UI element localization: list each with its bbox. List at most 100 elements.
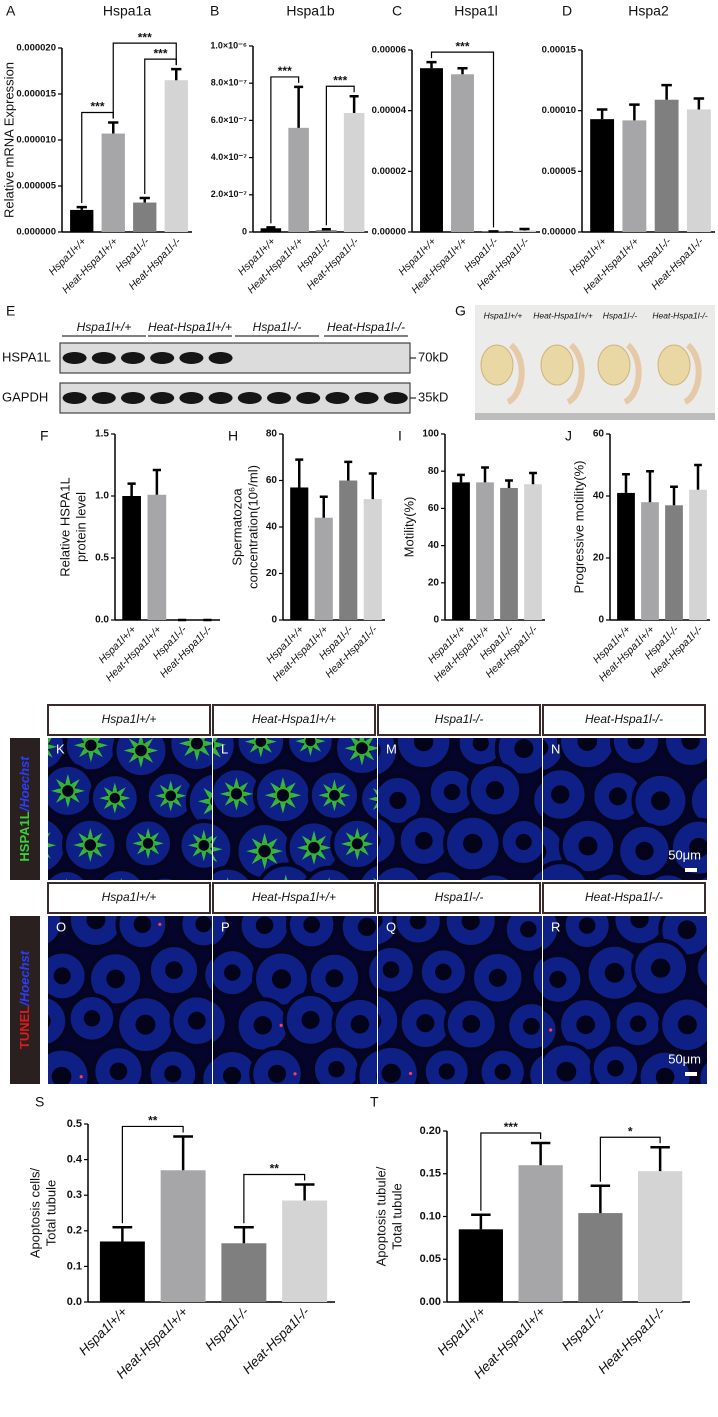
error-bar [295, 458, 304, 488]
bar [458, 1229, 503, 1302]
tubule-lumen [578, 836, 598, 856]
tubule [527, 866, 542, 880]
error-bar [457, 66, 468, 75]
y-tick-label: 0.000005 [16, 181, 56, 192]
tunel-signal [279, 1023, 283, 1027]
significance-bracket [325, 85, 355, 226]
micrograph [213, 738, 377, 880]
error-bar [349, 94, 359, 113]
hspa1l-signal [120, 877, 122, 880]
significance-label: ** [148, 1114, 158, 1128]
error-bar [426, 60, 437, 69]
y-axis-label: protein level [73, 492, 88, 562]
photo-label: Hspa1l+/+ [484, 310, 523, 320]
tubule-lumen [378, 743, 381, 758]
tunel-signal [408, 1071, 413, 1076]
blot-strip [59, 342, 411, 374]
blot-group-label: Hspa1l-/- [253, 320, 302, 334]
y-axis-label: Relative HSPA1L [57, 477, 72, 576]
error-bar [646, 469, 654, 503]
blot-band [121, 392, 145, 404]
column-label: Hspa1l-/- [435, 712, 484, 726]
column-label: Heat-Hspa1l+/+ [252, 712, 336, 726]
blot-band [91, 352, 116, 364]
tubule-lumen [187, 1011, 206, 1030]
blot-band [325, 392, 350, 404]
micrograph [529, 916, 707, 1139]
y-tick-label: 20 [428, 577, 440, 588]
tubule [213, 997, 229, 1047]
bar [122, 496, 141, 620]
y-tick-label: 0.00006 [372, 45, 406, 56]
tubule-lumen [198, 839, 210, 851]
tubule-lumen [529, 1112, 548, 1131]
tubule-lumen [462, 1015, 481, 1033]
tubule-lumen [378, 1013, 382, 1029]
tubule-lumen [109, 792, 121, 804]
tubule-lumen [413, 738, 434, 752]
micrograph-letter: M [386, 741, 397, 756]
tubule [668, 817, 707, 878]
scale-bar-label: 50μm [668, 847, 701, 862]
y-tick-label: 0.1 [67, 1260, 82, 1272]
hspa1l-signal [178, 738, 212, 762]
hspa1l-signal [213, 738, 227, 758]
y-tick-label: 0.00004 [372, 105, 407, 116]
tubule-lumen [80, 1117, 99, 1136]
y-tick-label: 0.4 [67, 1154, 83, 1166]
bar [288, 127, 309, 232]
y-tick-label: 0 [433, 615, 439, 626]
panel-letter: I [398, 428, 402, 444]
bar [452, 482, 470, 620]
significance-bracket [430, 51, 495, 228]
tubule-lumen [296, 1112, 315, 1131]
error-bar [590, 1184, 611, 1214]
micrograph [48, 738, 212, 880]
tubule [237, 1101, 290, 1154]
y-tick-label: 0 [271, 615, 277, 626]
tubule [199, 1056, 212, 1084]
tubule-lumen [133, 916, 152, 934]
tubule [695, 872, 707, 880]
tubule-lumen [630, 916, 649, 929]
bar [147, 494, 167, 620]
y-tick-label: 80 [266, 429, 278, 440]
tubule-lumen [629, 1015, 647, 1032]
stain-label: HSPA1L/Hoechst [17, 756, 32, 862]
tubule [543, 916, 562, 955]
y-axis-label: concentration(10⁶/ml) [245, 465, 260, 589]
tubule-lumen [579, 1112, 596, 1129]
column-label: Heat-Hspa1l-/- [585, 712, 663, 726]
photo-testis [540, 344, 574, 386]
bar [451, 74, 474, 233]
tubule-lumen [556, 1061, 577, 1082]
bar [160, 1170, 206, 1302]
tubule-lumen [687, 1120, 706, 1139]
significance-bracket [480, 1132, 542, 1211]
tubule [48, 916, 65, 948]
tubule [279, 1095, 332, 1148]
tubule-lumen [193, 1116, 212, 1135]
micrograph-letter: O [56, 919, 66, 934]
tubule-lumen [308, 841, 320, 854]
tubule-lumen [328, 1060, 345, 1078]
tubule [693, 945, 707, 991]
significance-bracket [270, 76, 300, 224]
y-tick-label: 6.0×10⁻⁷ [211, 115, 248, 125]
tubule-lumen [551, 785, 570, 804]
error-bar [233, 1225, 254, 1244]
blot-band [208, 392, 233, 404]
y-tick-label: 1.0×10⁻⁶ [210, 40, 247, 50]
column-header [377, 882, 541, 914]
tubule-lumen [84, 839, 97, 851]
tubule-lumen [608, 787, 627, 806]
y-tick-label: 0.000000 [16, 227, 56, 238]
tubule-lumen [193, 1108, 213, 1128]
blot-band [237, 392, 262, 404]
significance-label: *** [138, 30, 152, 44]
tubule-lumen [303, 916, 320, 934]
scale-bar [685, 868, 697, 872]
tubule [609, 738, 663, 767]
panel-letter: J [565, 428, 572, 444]
